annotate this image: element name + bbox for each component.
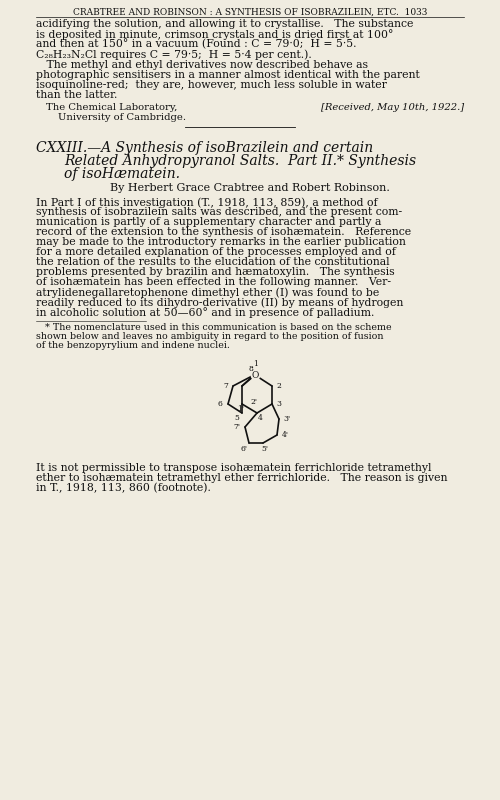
Text: in T., 1918, 113, 860 (footnote).: in T., 1918, 113, 860 (footnote).	[36, 483, 211, 494]
Text: Related Anhydropyranol Salts.  Part II.* Synthesis: Related Anhydropyranol Salts. Part II.* …	[64, 154, 416, 168]
Text: the relation of the results to the elucidation of the constitutional: the relation of the results to the eluci…	[36, 257, 390, 267]
Text: 7: 7	[224, 382, 228, 390]
Text: 6: 6	[218, 400, 222, 408]
Text: The Chemical Laboratory,: The Chemical Laboratory,	[46, 103, 178, 112]
Text: 6': 6'	[240, 445, 248, 453]
Text: of isoHæmatein.: of isoHæmatein.	[64, 167, 180, 181]
Text: 4': 4'	[282, 431, 288, 439]
Text: It is not permissible to transpose isohæmatein ferrichloride tetramethyl: It is not permissible to transpose isohæ…	[36, 463, 432, 473]
Text: [Received, May 10th, 1922.]: [Received, May 10th, 1922.]	[321, 103, 464, 112]
Text: ether to isohæmatein tetramethyl ether ferrichloride.   The reason is given: ether to isohæmatein tetramethyl ether f…	[36, 473, 448, 483]
Text: atrylidenegallaretophenone dimethyl ether (I) was found to be: atrylidenegallaretophenone dimethyl ethe…	[36, 287, 380, 298]
Text: 2: 2	[276, 382, 281, 390]
Text: of the benzopyrylium and indene nuclei.: of the benzopyrylium and indene nuclei.	[36, 341, 230, 350]
Text: 3': 3'	[284, 415, 290, 423]
Text: shown below and leaves no ambiguity in regard to the position of fusion: shown below and leaves no ambiguity in r…	[36, 332, 384, 341]
Text: problems presented by brazilin and hæmatoxylin.   The synthesis: problems presented by brazilin and hæmat…	[36, 267, 395, 277]
Text: synthesis of isobrazilein salts was described, and the present com-: synthesis of isobrazilein salts was desc…	[36, 207, 402, 217]
Text: 1: 1	[254, 360, 258, 368]
Text: 7': 7'	[234, 423, 240, 431]
Text: 3: 3	[276, 400, 281, 408]
Text: CXXIII.—A Synthesis of isoBrazilein and certain: CXXIII.—A Synthesis of isoBrazilein and …	[36, 141, 373, 155]
Text: may be made to the introductory remarks in the earlier publication: may be made to the introductory remarks …	[36, 237, 406, 247]
Text: C₂₈H₂₃N₂Cl requires C = 79·5;  H = 5·4 per cent.).: C₂₈H₂₃N₂Cl requires C = 79·5; H = 5·4 pe…	[36, 49, 312, 59]
Text: 5: 5	[234, 414, 240, 422]
Text: than the latter.: than the latter.	[36, 90, 117, 100]
Text: 4: 4	[258, 414, 262, 422]
Text: is deposited in minute, crimson crystals and is dried first at 100°: is deposited in minute, crimson crystals…	[36, 29, 394, 40]
Text: munication is partly of a supplementary character and partly a: munication is partly of a supplementary …	[36, 217, 382, 227]
Text: University of Cambridge.: University of Cambridge.	[58, 113, 186, 122]
Text: 5': 5'	[262, 445, 268, 453]
Text: acidifying the solution, and allowing it to crystallise.   The substance: acidifying the solution, and allowing it…	[36, 19, 414, 29]
Text: CRABTREE AND ROBINSON : A SYNTHESIS OF ISOBRAZILEIN, ETC.  1033: CRABTREE AND ROBINSON : A SYNTHESIS OF I…	[73, 8, 427, 17]
Text: for a more detailed explanation of the processes employed and of: for a more detailed explanation of the p…	[36, 247, 396, 257]
Text: * The nomenclature used in this communication is based on the scheme: * The nomenclature used in this communic…	[36, 323, 392, 332]
Text: in alcoholic solution at 50—60° and in presence of palladium.: in alcoholic solution at 50—60° and in p…	[36, 307, 374, 318]
Text: By Herbert Grace Crabtree and Robert Robinson.: By Herbert Grace Crabtree and Robert Rob…	[110, 183, 390, 193]
Text: In Part I of this investigation (T., 1918, 113, 859), a method of: In Part I of this investigation (T., 191…	[36, 197, 378, 207]
Text: The methyl and ethyl derivatives now described behave as: The methyl and ethyl derivatives now des…	[36, 60, 368, 70]
Text: 1': 1'	[238, 405, 244, 413]
Text: O: O	[252, 370, 258, 379]
Text: isoquinoline-red;  they are, however, much less soluble in water: isoquinoline-red; they are, however, muc…	[36, 80, 387, 90]
Text: and then at 150° in a vacuum (Found : C = 79·0;  H = 5·5.: and then at 150° in a vacuum (Found : C …	[36, 39, 356, 50]
Text: 8: 8	[248, 365, 254, 373]
Text: record of the extension to the synthesis of isohæmatein.   Reference: record of the extension to the synthesis…	[36, 227, 411, 237]
Text: of isohæmatein has been effected in the following manner.   Ver-: of isohæmatein has been effected in the …	[36, 277, 391, 287]
Text: 2': 2'	[250, 398, 258, 406]
Text: readily reduced to its dihydro-derivative (II) by means of hydrogen: readily reduced to its dihydro-derivativ…	[36, 297, 404, 307]
Text: photographic sensitisers in a manner almost identical with the parent: photographic sensitisers in a manner alm…	[36, 70, 420, 80]
